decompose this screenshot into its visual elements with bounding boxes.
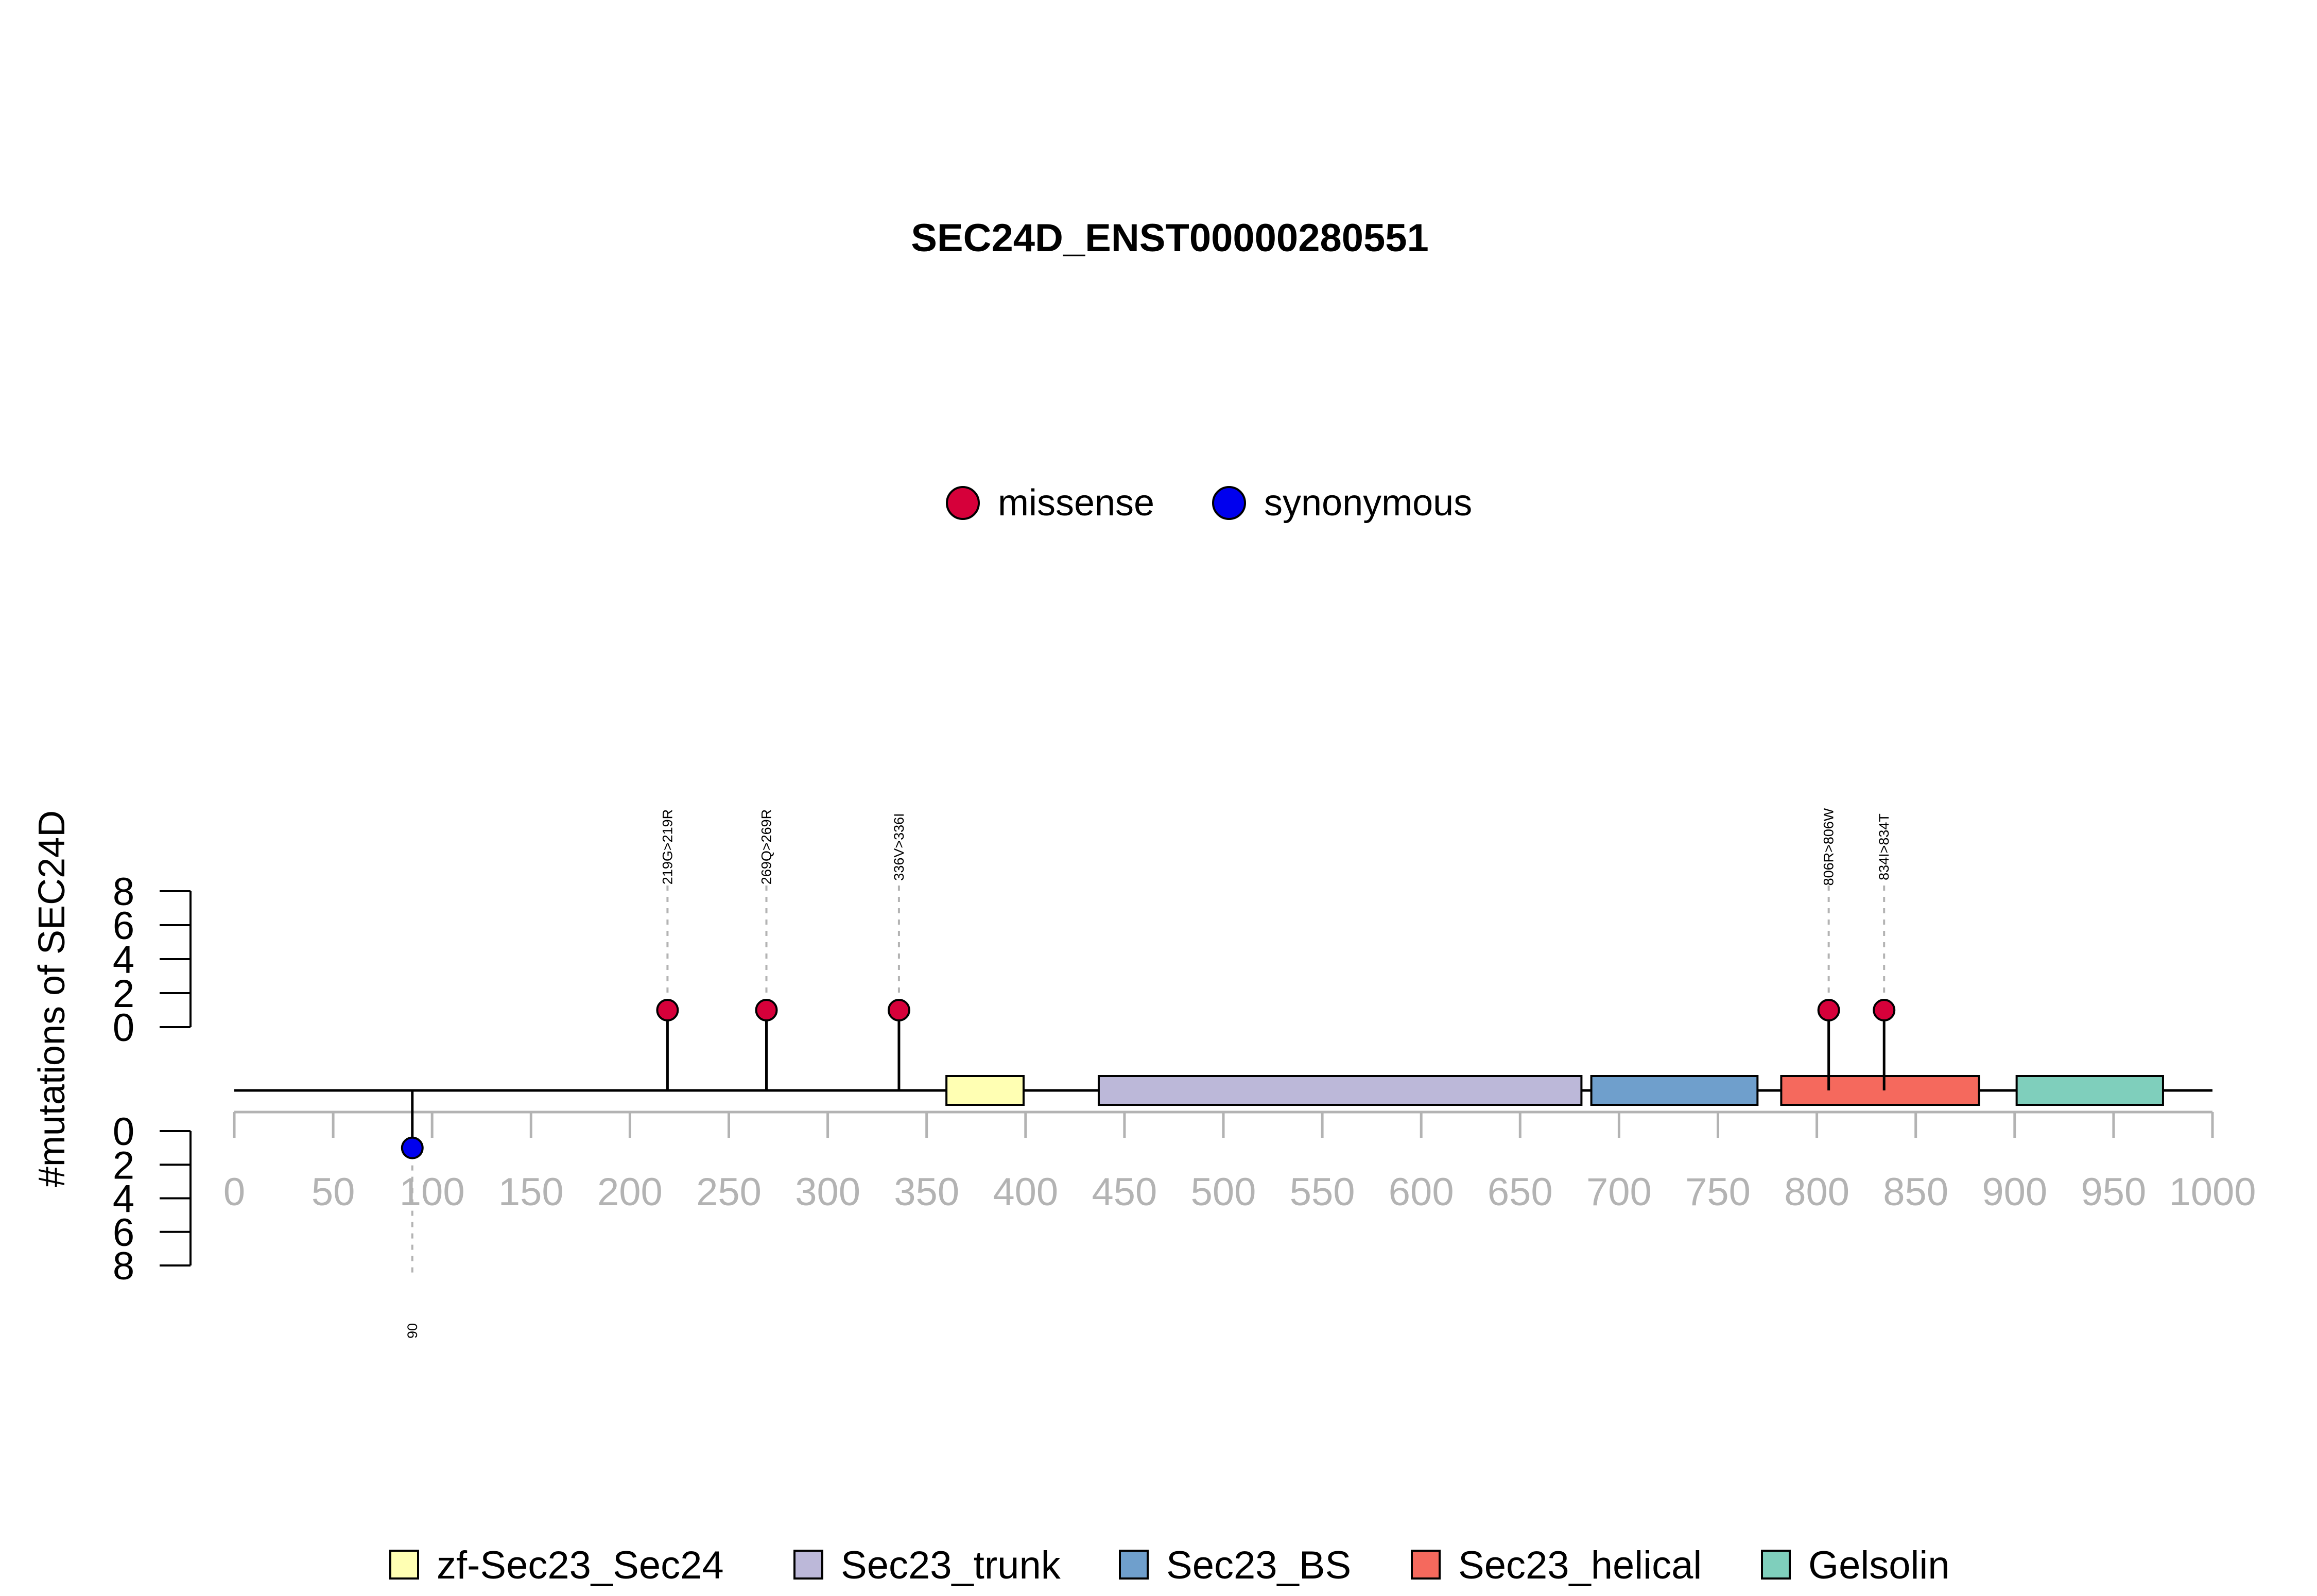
- mutation-label-269Q>269R: 269Q>269R: [758, 809, 774, 884]
- chart-title: SEC24D_ENST00000280551: [911, 216, 1429, 260]
- x-tick-label: 1000: [2169, 1170, 2256, 1214]
- x-tick-label: 0: [223, 1170, 245, 1214]
- domain-Sec23_helical: [1780, 1075, 1980, 1106]
- x-tick-label: 850: [1883, 1170, 1948, 1214]
- domain-boxes: [945, 1075, 2164, 1106]
- lollipop-head-336V>336I: [887, 999, 910, 1021]
- domain-zf-Sec23_Sec24: [945, 1075, 1025, 1106]
- y-lower-tick-label: 8: [113, 1244, 134, 1288]
- y-upper-tick-label: 0: [113, 1006, 134, 1050]
- y-axis-label: #mutations of SEC24D: [31, 810, 73, 1187]
- lollipop-head-219G>219R: [656, 999, 679, 1021]
- legend-label-Sec23_BS: Sec23_BS: [1166, 1543, 1351, 1587]
- domain-Gelsolin: [2015, 1075, 2164, 1106]
- domain-Sec23_BS: [1590, 1075, 1759, 1106]
- x-tick-label: 650: [1488, 1170, 1553, 1214]
- legend-label-Gelsolin: Gelsolin: [1808, 1543, 1950, 1587]
- y-lower-tick-label: 0: [113, 1110, 134, 1154]
- legend-label-Sec23_helical: Sec23_helical: [1458, 1543, 1702, 1587]
- domain-Sec23_trunk: [1097, 1075, 1583, 1106]
- x-tick-label: 800: [1784, 1170, 1849, 1214]
- top-legend: missense synonymous: [946, 482, 1472, 524]
- y-lower-tick-label: 6: [113, 1211, 134, 1255]
- mutation-label-834I>834T: 834I>834T: [1876, 813, 1892, 880]
- mutation-label-806R>806W: 806R>806W: [1821, 808, 1837, 886]
- x-tick-label: 750: [1685, 1170, 1751, 1214]
- y-upper-tick-label: 2: [113, 972, 134, 1016]
- legend-marker-missense: [946, 486, 980, 520]
- x-tick-label: 550: [1290, 1170, 1355, 1214]
- x-tick-label: 200: [597, 1170, 663, 1214]
- lollipop-head-834I>834T: [1873, 999, 1896, 1021]
- x-tick-label: 400: [993, 1170, 1058, 1214]
- mutation-lollipops: 219G>219R 269Q>269R 336V>336I 806R>806W 834I…: [401, 808, 1896, 1339]
- x-tick-label: 150: [498, 1170, 564, 1214]
- x-tick-label: 600: [1389, 1170, 1454, 1214]
- x-tick-label: 100: [400, 1170, 465, 1214]
- x-tick-label: 500: [1191, 1170, 1256, 1214]
- legend-swatch-Sec23_helical: [1411, 1550, 1441, 1580]
- x-tick-label: 450: [1092, 1170, 1157, 1214]
- mutation-label-90: 90: [405, 1323, 420, 1339]
- legend-swatch-Sec23_BS: [1119, 1550, 1149, 1580]
- domain-legend: zf-Sec23_Sec24 Sec23_trunk Sec23_BS Sec23_h…: [389, 1543, 1950, 1587]
- x-tick-label: 250: [696, 1170, 762, 1214]
- legend-swatch-zf-Sec23_Sec24: [389, 1550, 419, 1580]
- legend-label-Sec23_trunk: Sec23_trunk: [841, 1543, 1061, 1587]
- y-upper-tick-label: 8: [113, 870, 134, 914]
- mutation-label-219G>219R: 219G>219R: [660, 809, 675, 884]
- x-tick-label: 350: [894, 1170, 959, 1214]
- y-lower-tick-label: 4: [113, 1177, 134, 1221]
- x-axis: 0 50 100 150 200 250 300 350 400 450 500 550 600 650 7…: [223, 1111, 2256, 1214]
- x-tick-label: 950: [2081, 1170, 2146, 1214]
- legend-swatch-Gelsolin: [1761, 1550, 1791, 1580]
- legend-swatch-Sec23_trunk: [793, 1550, 823, 1580]
- y-upper-tick-label: 4: [113, 938, 134, 982]
- lollipop-head-90: [401, 1136, 424, 1159]
- lollipop-head-806R>806W: [1817, 999, 1840, 1021]
- legend-marker-synonymous: [1212, 486, 1246, 520]
- lollipop-head-269Q>269R: [755, 999, 778, 1021]
- mutation-label-336V>336I: 336V>336I: [891, 813, 907, 880]
- x-tick-label: 300: [795, 1170, 860, 1214]
- x-tick-label: 900: [1982, 1170, 2047, 1214]
- y-upper-tick-label: 6: [113, 904, 134, 948]
- legend-label-synonymous: synonymous: [1264, 482, 1472, 524]
- x-tick-label: 700: [1586, 1170, 1652, 1214]
- legend-label-zf-Sec23_Sec24: zf-Sec23_Sec24: [437, 1543, 724, 1587]
- y-lower-tick-label: 2: [113, 1143, 134, 1187]
- x-tick-label: 50: [312, 1170, 355, 1214]
- legend-label-missense: missense: [998, 482, 1154, 524]
